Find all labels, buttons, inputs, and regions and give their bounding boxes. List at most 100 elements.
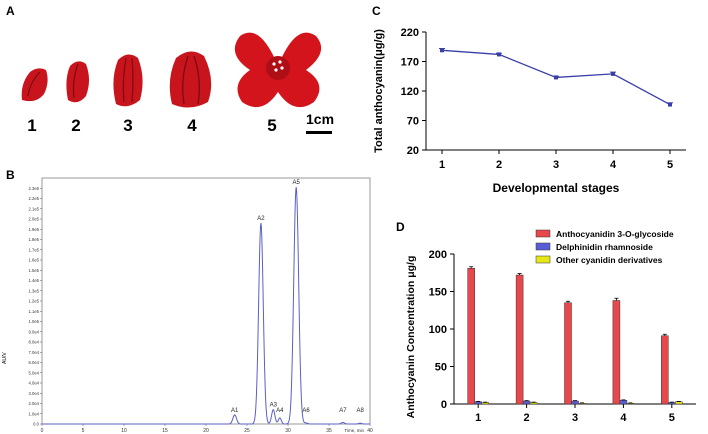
anthocyanin-concentration-xtick-label: 3 bbox=[572, 412, 578, 424]
total-anthocyanin-xlabel: Developmental stages bbox=[493, 181, 620, 195]
chromatogram-peak-label: A7 bbox=[339, 408, 347, 414]
chromatogram-peak-label: A3 bbox=[270, 403, 278, 409]
chromatogram-ytick-label: 1.5e5 bbox=[29, 268, 40, 273]
total-anthocyanin-ytick-label: 220 bbox=[401, 27, 419, 39]
chromatogram-axes bbox=[41, 177, 371, 425]
chromatogram-xtick-label: 0 bbox=[41, 428, 44, 434]
anthocyanin-concentration-bar bbox=[467, 268, 475, 405]
chromatogram-peak-label: A5 bbox=[293, 180, 301, 186]
total-anthocyanin-xtick-label: 2 bbox=[496, 159, 502, 171]
chromatogram-xtick-label: 5 bbox=[82, 428, 85, 434]
anthocyanin-concentration-bar bbox=[481, 402, 489, 405]
anthocyanin-concentration-bar bbox=[564, 302, 572, 405]
total-anthocyanin-series bbox=[439, 48, 673, 107]
chromatogram-xtick-label: 10 bbox=[121, 428, 127, 434]
chromatogram-ytick-label: 5.0e4 bbox=[29, 370, 40, 375]
panel-letter-b: B bbox=[6, 168, 15, 182]
total-anthocyanin-point bbox=[497, 52, 501, 57]
anthocyanin-concentration-ylabel: Anthocyanin Concentration μg/g bbox=[405, 256, 417, 419]
anthocyanin-concentration-bar bbox=[522, 400, 531, 405]
anthocyanin-concentration-bar bbox=[571, 400, 579, 405]
chromatogram-ytick-label: 1.0e5 bbox=[29, 319, 40, 324]
chromatogram-ytick-label: 1.4e5 bbox=[29, 278, 40, 283]
scale-bar-label: 1cm bbox=[306, 111, 335, 127]
chromatogram-ytick-label: 9.0e4 bbox=[29, 329, 40, 334]
chromatogram-xtick-label: 15 bbox=[162, 428, 168, 434]
chromatogram-ytick-label: 1.2e5 bbox=[29, 299, 40, 304]
stage-label-1: 1 bbox=[27, 116, 37, 135]
chromatogram-peak-label: A4 bbox=[276, 408, 284, 414]
chromatogram-ytick-label: 1.1e5 bbox=[29, 309, 40, 314]
panel-letter-a: A bbox=[6, 4, 15, 18]
chromatogram-ytick-label: 3.0e4 bbox=[29, 391, 40, 396]
anthocyanin-concentration-ytick-label: 200 bbox=[429, 249, 447, 261]
anthocyanin-concentration-bar bbox=[529, 402, 538, 405]
chromatogram-ytick-label: 4.0e4 bbox=[29, 381, 40, 386]
total-anthocyanin-axes: 20 70 120 170 220 1 2 3 4 5 Developmental stages To… bbox=[373, 27, 686, 195]
chromatogram-ytick-label: 8.0e4 bbox=[29, 340, 40, 345]
flower-stage-5-image bbox=[234, 32, 322, 108]
anthocyanin-concentration-bar bbox=[661, 335, 669, 405]
total-anthocyanin-xtick-label: 3 bbox=[553, 159, 559, 171]
chromatogram-chart: 0 5 10 15 20 25 30 35 40 0.0 1.0e4 2.0e4 3.0e4 4.0e4 5… bbox=[29, 177, 373, 434]
chromatogram-xlabel: Time, min bbox=[344, 428, 364, 433]
legend-label: Delphinidin rhamnoside bbox=[556, 242, 653, 252]
anthocyanin-concentration-bar bbox=[626, 403, 635, 405]
chromatogram-ylabel: AU/V bbox=[2, 352, 8, 364]
stage-label-5: 5 bbox=[267, 116, 277, 135]
total-anthocyanin-point bbox=[668, 102, 672, 107]
flower-stage-3-image bbox=[113, 54, 143, 107]
chromatogram-ytick-label: 7.0e4 bbox=[29, 350, 40, 355]
flower-stage-4-image bbox=[169, 51, 212, 108]
anthocyanin-concentration-xtick-label: 1 bbox=[475, 412, 481, 424]
chromatogram-ytick-label: 1.7e5 bbox=[29, 247, 40, 252]
anthocyanin-concentration-ytick-label: 50 bbox=[435, 362, 447, 374]
chromatogram-peak-label: A8 bbox=[356, 408, 364, 414]
anthocyanin-concentration-bar bbox=[675, 401, 683, 405]
chromatogram-ytick-label: 1.8e5 bbox=[29, 237, 40, 242]
legend-swatch bbox=[535, 255, 551, 264]
total-anthocyanin-ytick-label: 70 bbox=[407, 116, 419, 128]
total-anthocyanin-point bbox=[611, 71, 615, 76]
anthocyanin-concentration-bar bbox=[612, 300, 621, 405]
anthocyanin-concentration-ytick-label: 100 bbox=[429, 324, 447, 336]
panel-letter-c: C bbox=[372, 4, 381, 18]
total-anthocyanin-xtick-label: 4 bbox=[610, 159, 617, 171]
chromatogram-xtick-label: 25 bbox=[244, 428, 250, 434]
total-anthocyanin-xtick-label: 5 bbox=[667, 159, 673, 171]
total-anthocyanin-ytick-label: 120 bbox=[401, 86, 419, 98]
chromatogram-xtick-label: 30 bbox=[285, 428, 291, 434]
anthocyanin-concentration-axes: 0 50 100 150 200 1 2 3 4 5 Anthocyanin Concentrati… bbox=[405, 249, 696, 424]
chromatogram-ticks: 0 5 10 15 20 25 30 35 40 0.0 1.0e4 2.0e4 3.0e4 4.0e4 5… bbox=[29, 186, 373, 434]
chromatogram-ytick-label: 1.0e4 bbox=[29, 411, 40, 416]
total-anthocyanin-xtick-label: 1 bbox=[439, 159, 445, 171]
panel-letter-d: D bbox=[396, 220, 405, 234]
anthocyanin-concentration-ytick-label: 150 bbox=[429, 287, 447, 299]
legend-swatch bbox=[535, 229, 551, 238]
anthocyanin-concentration-bar bbox=[578, 403, 586, 405]
anthocyanin-concentration-xtick-label: 2 bbox=[524, 412, 530, 424]
total-anthocyanin-ylabel: Total anthocyanin(μg/g) bbox=[373, 29, 385, 153]
legend-label: Anthocyanidin 3-O-glycoside bbox=[556, 229, 674, 239]
flower-stage-2-image bbox=[66, 61, 89, 103]
anthocyanin-concentration-bars bbox=[467, 266, 683, 405]
anthocyanin-concentration-bar bbox=[668, 402, 676, 405]
chromatogram-peak-label: A6 bbox=[302, 408, 310, 414]
anthocyanin-concentration-chart: 0 50 100 150 200 1 2 3 4 5 Anthocyanin Concentrati… bbox=[405, 229, 696, 424]
total-anthocyanin-point bbox=[440, 48, 444, 53]
total-anthocyanin-chart: 20 70 120 170 220 1 2 3 4 5 Developmental stages To… bbox=[373, 27, 686, 195]
total-anthocyanin-ytick-label: 20 bbox=[407, 145, 419, 157]
stage-label-4: 4 bbox=[187, 116, 197, 135]
chromatogram-ytick-label: 1.9e5 bbox=[29, 227, 40, 232]
anthocyanin-concentration-xtick-label: 5 bbox=[669, 412, 675, 424]
stage-label-2: 2 bbox=[71, 116, 81, 135]
legend-swatch bbox=[535, 242, 551, 251]
chromatogram-ytick-label: 6.0e4 bbox=[29, 360, 40, 365]
chromatogram-frame bbox=[41, 177, 371, 425]
chromatogram-ytick-label: 2.2e5 bbox=[29, 196, 40, 201]
chromatogram-ytick-label: 2.1e5 bbox=[29, 206, 40, 211]
chromatogram-xtick-label: 40 bbox=[367, 428, 373, 434]
stage-label-3: 3 bbox=[123, 116, 133, 135]
chromatogram-xtick-label: 35 bbox=[326, 428, 332, 434]
